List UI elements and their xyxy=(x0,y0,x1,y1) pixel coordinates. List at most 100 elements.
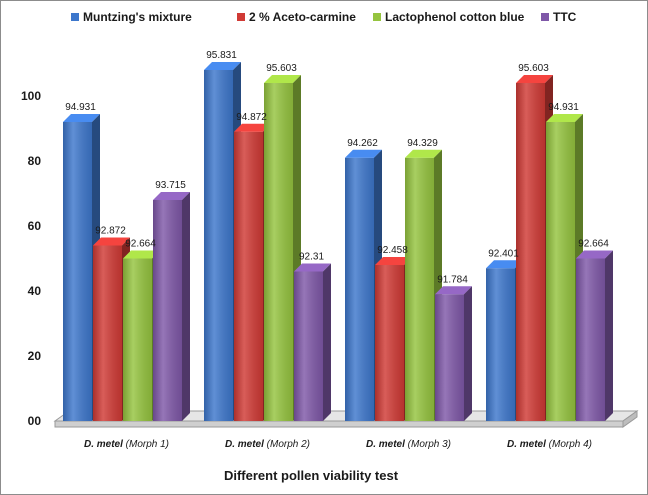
data-label: 94.931 xyxy=(65,102,96,113)
bar-shading xyxy=(375,265,404,421)
data-label: 94.329 xyxy=(407,138,438,149)
legend-item: Muntzing's mixture xyxy=(71,10,192,24)
bar-top xyxy=(264,75,301,83)
category-species: D. metel xyxy=(507,439,546,450)
bar-shading xyxy=(546,122,575,421)
legend-item: Lactophenol cotton blue xyxy=(373,10,525,24)
bar-side xyxy=(464,286,472,421)
bar-shading xyxy=(576,258,605,421)
bar-shading xyxy=(516,83,545,421)
bar-shading xyxy=(204,70,233,421)
data-label: 92.401 xyxy=(488,248,519,259)
bar xyxy=(153,192,190,421)
legend-item: TTC xyxy=(541,10,577,24)
bar xyxy=(204,62,241,421)
x-tick-label: D. metel (Morph 3) xyxy=(366,439,451,450)
y-tick-label: 80 xyxy=(28,154,42,168)
category-species: D. metel xyxy=(366,439,405,450)
bar-top xyxy=(234,123,271,132)
bars xyxy=(63,62,613,421)
category-morph: (Morph 4) xyxy=(546,439,592,450)
bar-top xyxy=(375,257,412,265)
data-label: 95.831 xyxy=(206,50,237,61)
legend-label: 2 % Aceto-carmine xyxy=(249,10,356,24)
bar-top xyxy=(345,149,382,158)
bar-side xyxy=(323,263,331,421)
x-axis-title: Different pollen viability test xyxy=(224,468,399,483)
bar-shading xyxy=(486,268,515,421)
bar xyxy=(546,114,583,421)
bar-shading xyxy=(264,83,293,421)
y-tick-label: 100 xyxy=(21,89,41,103)
bar-top xyxy=(516,75,553,83)
bar-shading xyxy=(153,200,182,421)
data-label: 95.603 xyxy=(266,63,297,74)
y-tick-label: 20 xyxy=(28,349,42,363)
x-tick-label: D. metel (Morph 2) xyxy=(225,439,310,450)
bar-top xyxy=(576,250,613,259)
bar xyxy=(435,286,472,421)
category-morph: (Morph 3) xyxy=(405,439,451,450)
bar xyxy=(294,263,331,421)
x-tick-label: D. metel (Morph 4) xyxy=(507,439,592,450)
bar-top xyxy=(63,114,100,122)
data-label: 92.31 xyxy=(299,252,324,263)
data-label: 94.262 xyxy=(347,138,378,149)
category-morph: (Morph 1) xyxy=(123,439,169,450)
bar-top xyxy=(546,114,583,122)
bar-shading xyxy=(123,258,152,421)
x-axis: D. metel (Morph 1) D. metel (Morph 2) D. m… xyxy=(84,439,592,450)
y-tick-label: 00 xyxy=(28,414,42,428)
data-label: 94.931 xyxy=(548,102,579,113)
floor-front xyxy=(54,420,624,428)
bar-shading xyxy=(234,131,263,421)
data-label: 94.872 xyxy=(236,112,267,123)
bar-top xyxy=(486,260,523,269)
data-label: 92.872 xyxy=(95,226,126,237)
bar-side xyxy=(182,192,190,421)
legend: Muntzing's mixture 2 % Aceto-carmine Lacto… xyxy=(71,10,577,24)
bar xyxy=(516,75,553,421)
bar-top xyxy=(204,62,241,70)
data-label: 91.784 xyxy=(437,274,468,285)
bar-top xyxy=(405,149,442,158)
bar-top xyxy=(123,250,160,259)
legend-swatch xyxy=(71,13,79,21)
data-labels: 94.931 92.872 92.664 93.715 95.831 94.872 95.6… xyxy=(65,50,609,285)
data-label: 93.715 xyxy=(155,180,186,191)
bar-side xyxy=(605,250,613,421)
y-tick-label: 60 xyxy=(28,219,42,233)
bar-shading xyxy=(405,157,434,421)
y-tick-label: 40 xyxy=(28,284,42,298)
legend-swatch xyxy=(373,13,381,21)
legend-label: Lactophenol cotton blue xyxy=(385,10,525,24)
category-morph: (Morph 2) xyxy=(264,439,310,450)
category-species: D. metel xyxy=(84,439,123,450)
bar-top xyxy=(93,237,130,246)
data-label: 92.664 xyxy=(125,239,156,250)
data-label: 95.603 xyxy=(518,63,549,74)
bar-shading xyxy=(63,122,92,421)
data-label: 92.458 xyxy=(377,245,408,256)
y-axis: 00 20 40 60 80 100 xyxy=(21,89,41,428)
bar-top xyxy=(294,263,331,272)
bar-top xyxy=(435,286,472,295)
floor-side xyxy=(622,410,638,428)
bar-shading xyxy=(435,294,464,421)
data-label: 92.664 xyxy=(578,239,609,250)
bar xyxy=(576,250,613,421)
bar-shading xyxy=(294,271,323,421)
category-species: D. metel xyxy=(225,439,264,450)
legend-swatch xyxy=(237,13,245,21)
bar-shading xyxy=(93,245,122,421)
bar xyxy=(63,114,100,421)
legend-label: TTC xyxy=(553,10,577,24)
legend-item: 2 % Aceto-carmine xyxy=(237,10,356,24)
bar-shading xyxy=(345,157,374,421)
x-tick-label: D. metel (Morph 1) xyxy=(84,439,169,450)
legend-label: Muntzing's mixture xyxy=(83,10,192,24)
legend-swatch xyxy=(541,13,549,21)
bar-top xyxy=(153,192,190,200)
